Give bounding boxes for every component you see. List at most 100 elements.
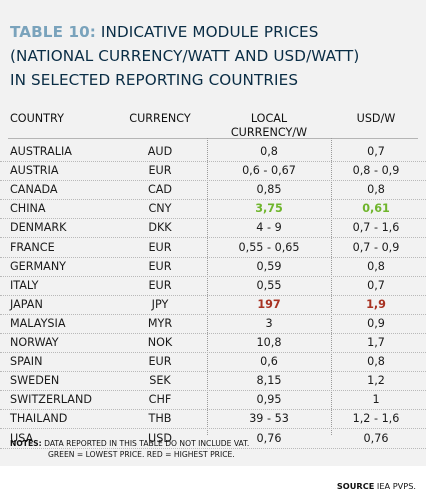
usd-price-cell: 0,76 — [363, 431, 389, 445]
currency-cell: THB — [148, 412, 172, 426]
table-row: MALAYSIA MYR 3 0,9 — [0, 314, 426, 334]
country-cell: AUSTRIA — [10, 164, 59, 178]
local-price-cell: 0,59 — [256, 259, 282, 273]
source-label: SOURCE — [336, 481, 375, 491]
currency-cell: MYR — [147, 316, 173, 330]
local-price-cell: 4 - 9 — [256, 221, 282, 235]
country-cell: USA — [10, 431, 34, 445]
local-price-cell: 3,75 — [255, 202, 283, 216]
notes-line-2: GREEN = LOWEST PRICE. RED = HIGHEST PRIC… — [48, 450, 235, 459]
header-local-line-1: LOCAL — [250, 112, 288, 125]
country-cell: GERMANY — [10, 259, 67, 273]
currency-cell: EUR — [148, 278, 172, 292]
currency-cell: USD — [148, 431, 172, 445]
table-row: FRANCE EUR 0,55 - 0,65 0,7 - 0,9 — [0, 238, 426, 258]
country-cell: FRANCE — [10, 240, 55, 254]
usd-price-cell: 0,8 - 0,9 — [352, 164, 400, 178]
table-number: TABLE 10: — [10, 23, 96, 41]
local-price-cell: 0,55 - 0,65 — [238, 240, 300, 254]
country-cell: AUSTRALIA — [10, 145, 72, 158]
local-price-cell: 8,15 — [256, 374, 282, 388]
table-row: GERMANY EUR 0,59 0,8 — [0, 257, 426, 277]
usd-price-cell: 0,8 — [367, 355, 385, 369]
source-value: IEA PVPS. — [376, 481, 416, 491]
local-price-cell: 10,8 — [256, 336, 282, 349]
table-title: TABLE 10: INDICATIVE MODULE PRICES (NATI… — [10, 20, 359, 92]
local-price-cell: 3 — [265, 316, 273, 330]
usd-price-cell: 0,9 — [367, 316, 385, 330]
table-row: AUSTRALIA AUD 0,8 0,7 — [0, 142, 426, 163]
notes-label: NOTES: — [10, 439, 42, 448]
currency-cell: JPY — [151, 297, 169, 311]
header-currency: CURRENCY — [129, 112, 191, 125]
source-credit: SOURCE IEA PVPS. — [337, 481, 416, 491]
header-usd: USD/W — [356, 112, 396, 125]
local-price-cell: 0,6 — [260, 355, 278, 369]
table-row: SPAIN EUR 0,6 0,8 — [0, 352, 426, 373]
country-cell: JAPAN — [10, 297, 43, 311]
usd-price-cell: 1,7 — [367, 336, 385, 349]
usd-price-cell: 1 — [372, 393, 380, 407]
local-price-cell: 0,8 — [260, 145, 278, 158]
notes-text-1: DATA REPORTED IN THIS TABLE DO NOT INCLU… — [44, 439, 250, 448]
usd-price-cell: 0,7 - 1,6 — [352, 221, 400, 235]
table-row: USA USD 0,76 0,76 — [0, 429, 426, 449]
table-notes: NOTES: DATA REPORTED IN THIS TABLE DO NO… — [10, 438, 249, 460]
currency-cell: SEK — [149, 374, 171, 388]
table-panel: TABLE 10: INDICATIVE MODULE PRICES (NATI… — [0, 0, 426, 466]
usd-price-cell: 0,7 — [367, 145, 385, 158]
country-cell: SPAIN — [10, 355, 43, 369]
local-price-cell: 0,95 — [256, 393, 282, 407]
header-local-line-2: CURRENCY/W — [230, 126, 308, 139]
currency-cell: CHF — [148, 393, 172, 407]
table-row: SWEDEN SEK 8,15 1,2 — [0, 371, 426, 392]
country-cell: DENMARK — [10, 221, 67, 235]
country-cell: THAILAND — [10, 412, 68, 426]
usd-price-cell: 0,7 - 0,9 — [352, 240, 400, 254]
usd-price-cell: 0,8 — [367, 183, 385, 197]
usd-price-cell: 0,8 — [367, 259, 385, 273]
local-price-cell: 39 - 53 — [249, 412, 289, 426]
column-divider-usd — [331, 138, 332, 435]
currency-cell: CAD — [147, 183, 173, 197]
table-row: THAILAND THB 39 - 53 1,2 - 1,6 — [0, 409, 426, 430]
local-price-cell: 0,76 — [256, 431, 282, 445]
currency-cell: EUR — [148, 355, 172, 369]
header-divider — [8, 138, 418, 139]
table-row: DENMARK DKK 4 - 9 0,7 - 1,6 — [0, 218, 426, 239]
currency-cell: EUR — [148, 240, 172, 254]
country-cell: CANADA — [10, 183, 58, 197]
table-row: AUSTRIA EUR 0,6 - 0,67 0,8 - 0,9 — [0, 161, 426, 182]
column-divider-local — [207, 138, 208, 435]
local-price-cell: 0,85 — [256, 183, 282, 197]
notes-line-1: NOTES: DATA REPORTED IN THIS TABLE DO NO… — [10, 438, 249, 449]
table-row: CHINA CNY 3,75 0,61 — [0, 199, 426, 220]
local-price-cell: 0,55 — [256, 278, 282, 292]
title-line-3: IN SELECTED REPORTING COUNTRIES — [10, 71, 299, 89]
currency-cell: AUD — [147, 145, 173, 158]
usd-price-cell: 1,2 — [367, 374, 385, 388]
currency-cell: DKK — [148, 221, 172, 235]
table-row: CANADA CAD 0,85 0,8 — [0, 180, 426, 201]
usd-price-cell: 1,2 - 1,6 — [352, 412, 400, 426]
country-cell: ITALY — [10, 278, 39, 292]
currency-cell: EUR — [148, 259, 172, 273]
country-cell: SWITZERLAND — [10, 393, 92, 407]
table-row: JAPAN JPY 197 1,9 — [0, 295, 426, 315]
table-row: SWITZERLAND CHF 0,95 1 — [0, 390, 426, 411]
currency-cell: NOK — [147, 336, 173, 349]
country-cell: SWEDEN — [10, 374, 60, 388]
title-line-1: TABLE 10: INDICATIVE MODULE PRICES — [10, 20, 359, 44]
title-text: INDICATIVE MODULE PRICES — [100, 23, 319, 41]
header-local-currency: LOCAL CURRENCY/W — [207, 112, 331, 140]
currency-cell: EUR — [148, 164, 172, 178]
usd-price-cell: 0,7 — [367, 278, 385, 292]
usd-price-cell: 1,9 — [366, 297, 386, 311]
header-country: COUNTRY — [10, 112, 64, 125]
country-cell: NORWAY — [10, 336, 59, 349]
country-cell: MALAYSIA — [10, 316, 66, 330]
usd-price-cell: 0,61 — [362, 202, 390, 216]
table-row: NORWAY NOK 10,8 1,7 — [0, 333, 426, 354]
country-cell: CHINA — [10, 202, 46, 216]
local-price-cell: 0,6 - 0,67 — [242, 164, 296, 178]
